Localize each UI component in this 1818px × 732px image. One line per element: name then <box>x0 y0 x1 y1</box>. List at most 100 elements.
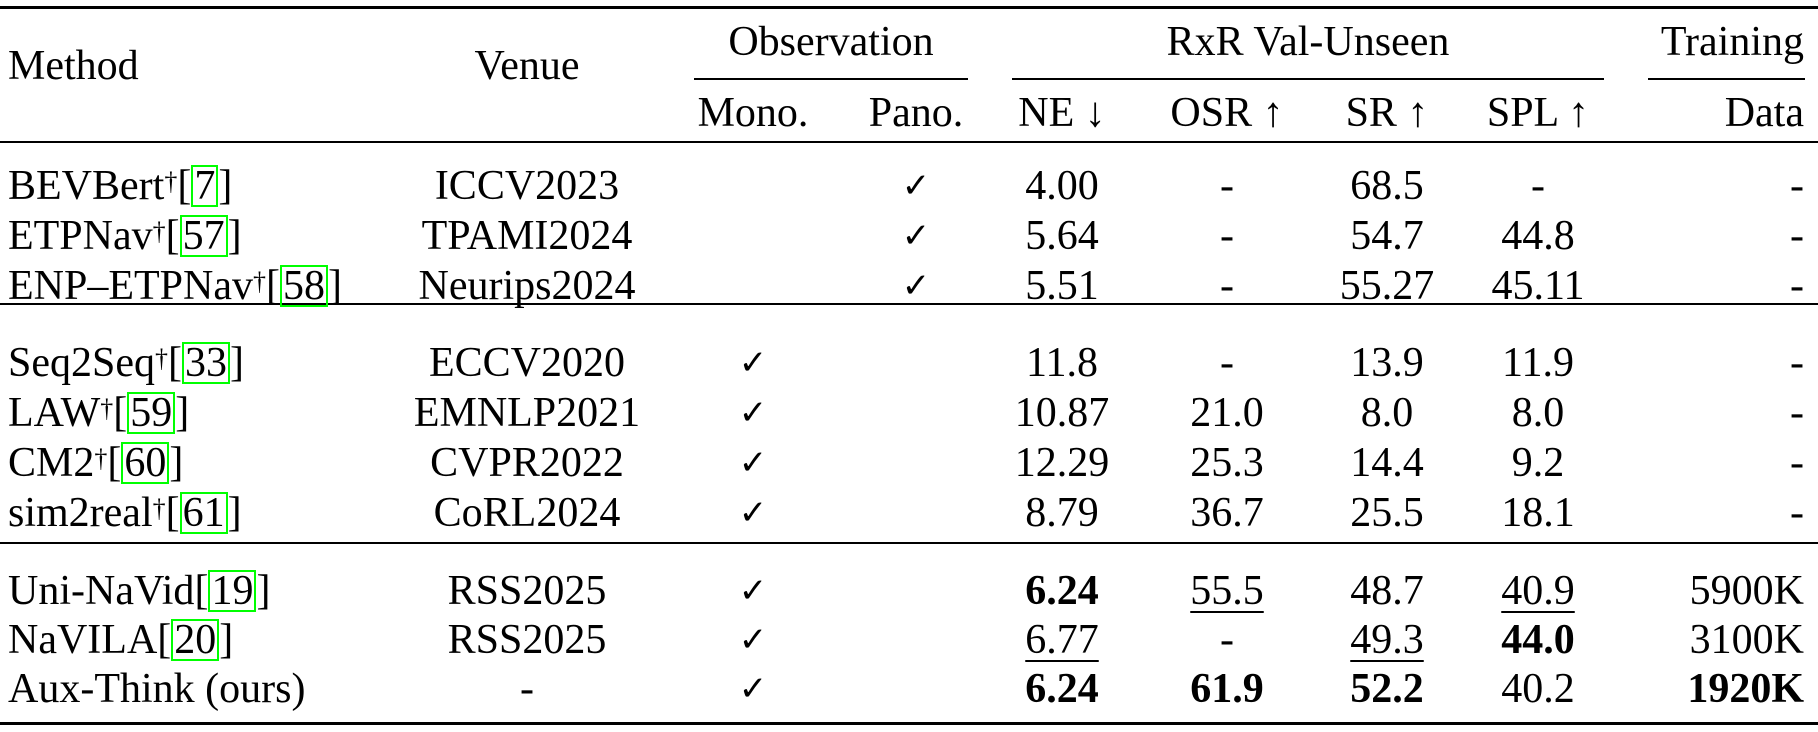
ne-cell: 8.79 <box>1025 490 1099 536</box>
mono-check-icon: ✓ <box>738 620 768 660</box>
method-name: BEVBert <box>8 163 165 209</box>
citation: [60] <box>107 440 184 486</box>
method-name: ETPNav <box>8 213 153 259</box>
dagger-mark: † <box>164 167 178 196</box>
sr-cell: 55.27 <box>1339 263 1435 309</box>
pano-check-icon: ✓ <box>901 266 931 306</box>
spl-cell: 8.0 <box>1511 390 1565 436</box>
venue-cell: RSS2025 <box>447 568 607 614</box>
data-cell: - <box>1790 440 1804 486</box>
table-top-rule <box>0 6 1818 9</box>
citation: [19] <box>194 568 271 614</box>
citation: [61] <box>165 490 242 536</box>
ne-cell: 10.87 <box>1014 390 1110 436</box>
sr-cell: 68.5 <box>1350 163 1424 209</box>
header-pano: Pano. <box>868 90 964 136</box>
method-cell: Seq2Seq†[33] <box>8 339 244 387</box>
pano-check-icon: ✓ <box>901 166 931 206</box>
osr-cell: - <box>1220 340 1234 386</box>
osr-cell: - <box>1220 263 1234 309</box>
spl-cell: 44.0 <box>1501 617 1575 663</box>
header-method: Method <box>8 43 139 89</box>
venue-cell: CoRL2024 <box>433 490 621 536</box>
sr-cell: 54.7 <box>1350 213 1424 259</box>
observation-cmidrule <box>694 78 968 80</box>
method-cell: BEVBert†[7] <box>8 162 232 210</box>
dagger-mark: † <box>155 344 168 373</box>
ne-cell: 5.51 <box>1025 263 1099 309</box>
spl-cell: 18.1 <box>1501 490 1575 536</box>
ne-cell: 11.8 <box>1026 340 1098 386</box>
sr-cell: 13.9 <box>1350 340 1424 386</box>
group2-rule <box>0 542 1818 544</box>
spl-cell: - <box>1531 163 1545 209</box>
data-cell: - <box>1790 490 1804 536</box>
citation-link[interactable]: 20 <box>171 619 220 661</box>
dagger-mark: † <box>152 217 166 246</box>
data-cell: - <box>1790 263 1804 309</box>
data-cell: - <box>1790 390 1804 436</box>
data-cell: 1920K <box>1687 666 1804 712</box>
sr-cell: 52.2 <box>1350 666 1424 712</box>
mono-check-icon: ✓ <box>738 493 768 533</box>
osr-cell: 36.7 <box>1190 490 1264 536</box>
spl-cell: 40.9 <box>1501 568 1575 614</box>
header-mono: Mono. <box>697 90 809 136</box>
venue-cell: RSS2025 <box>447 617 607 663</box>
dagger-mark: † <box>94 444 108 473</box>
method-cell: LAW†[59] <box>8 389 189 437</box>
header-training: Training <box>1660 19 1804 65</box>
venue-cell: - <box>520 666 534 712</box>
method-name: CM2 <box>8 440 95 486</box>
osr-cell: 21.0 <box>1190 390 1264 436</box>
spl-cell: 9.2 <box>1511 440 1565 486</box>
dagger-mark: † <box>152 494 166 523</box>
header-osr: OSR ↑ <box>1170 90 1284 136</box>
dagger-mark: † <box>100 394 114 423</box>
method-cell: Uni-NaVid[19] <box>8 567 270 615</box>
citation-link[interactable]: 57 <box>179 215 228 257</box>
ne-cell: 12.29 <box>1014 440 1110 486</box>
method-name: LAW <box>8 390 101 436</box>
method-name: Aux-Think (ours) <box>8 666 306 712</box>
header-sr: SR ↑ <box>1345 90 1429 136</box>
header-venue: Venue <box>474 43 580 89</box>
header-ne: NE ↓ <box>1018 90 1106 136</box>
table-bottom-rule <box>0 722 1818 725</box>
citation-link[interactable]: 33 <box>182 342 230 384</box>
citation-link[interactable]: 58 <box>280 265 328 307</box>
citation: [57] <box>165 213 242 259</box>
method-cell: ETPNav†[57] <box>8 212 242 260</box>
method-cell: sim2real†[61] <box>8 489 242 537</box>
citation: [33] <box>168 340 244 386</box>
spl-cell: 45.11 <box>1491 263 1585 309</box>
citation-link[interactable]: 19 <box>208 570 257 612</box>
citation-link[interactable]: 60 <box>121 442 170 484</box>
citation: [59] <box>113 390 190 436</box>
method-cell: Aux-Think (ours) <box>8 665 305 713</box>
dagger-mark: † <box>253 267 266 296</box>
sr-cell: 8.0 <box>1360 390 1414 436</box>
citation-link[interactable]: 59 <box>127 392 176 434</box>
venue-cell: TPAMI2024 <box>421 213 633 259</box>
data-cell: 3100K <box>1689 617 1804 663</box>
ne-cell: 6.24 <box>1025 568 1099 614</box>
citation-link[interactable]: 61 <box>179 492 228 534</box>
data-cell: - <box>1790 213 1804 259</box>
sr-cell: 25.5 <box>1350 490 1424 536</box>
header-observation: Observation <box>728 19 934 65</box>
method-name: Uni-NaVid <box>8 568 195 614</box>
citation: [20] <box>157 617 234 663</box>
venue-cell: ECCV2020 <box>428 340 626 386</box>
ne-cell: 4.00 <box>1025 163 1099 209</box>
citation: [7] <box>177 163 233 209</box>
method-name: Seq2Seq <box>8 340 155 386</box>
header-spl: SPL ↑ <box>1486 90 1590 136</box>
venue-cell: Neurips2024 <box>418 263 636 309</box>
ne-cell: 5.64 <box>1025 213 1099 259</box>
rxr-cmidrule <box>1012 78 1604 80</box>
citation: [58] <box>266 263 342 309</box>
sr-cell: 49.3 <box>1350 617 1424 663</box>
citation-link[interactable]: 7 <box>191 165 219 207</box>
header-rxr-val-unseen: RxR Val-Unseen <box>1166 19 1450 65</box>
